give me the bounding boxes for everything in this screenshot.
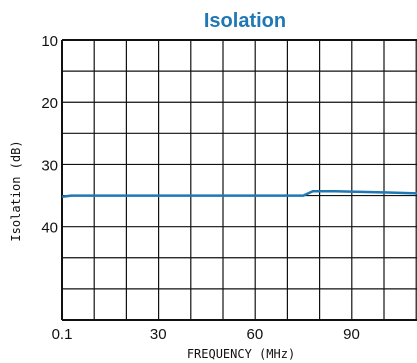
- x-tick-label: 0.1: [52, 326, 73, 343]
- chart-title: Isolation: [204, 10, 286, 32]
- y-tick-label: 40: [41, 220, 58, 237]
- y-tick-labels: 10 20 30 40: [41, 33, 58, 237]
- isolation-series-line: [61, 189, 417, 199]
- x-tick-label: 90: [343, 326, 360, 343]
- y-tick-label: 30: [41, 157, 58, 174]
- x-tick-label: 60: [247, 326, 264, 343]
- y-tick-label: 10: [41, 33, 58, 50]
- grid-lines: [61, 39, 417, 321]
- x-tick-label: 30: [150, 326, 167, 343]
- y-tick-label: 20: [41, 95, 58, 112]
- x-axis-label: FREQUENCY (MHz): [187, 347, 295, 361]
- y-axis-label: Isolation (dB): [9, 140, 23, 241]
- x-tick-labels: 0.1306090120150: [52, 326, 360, 343]
